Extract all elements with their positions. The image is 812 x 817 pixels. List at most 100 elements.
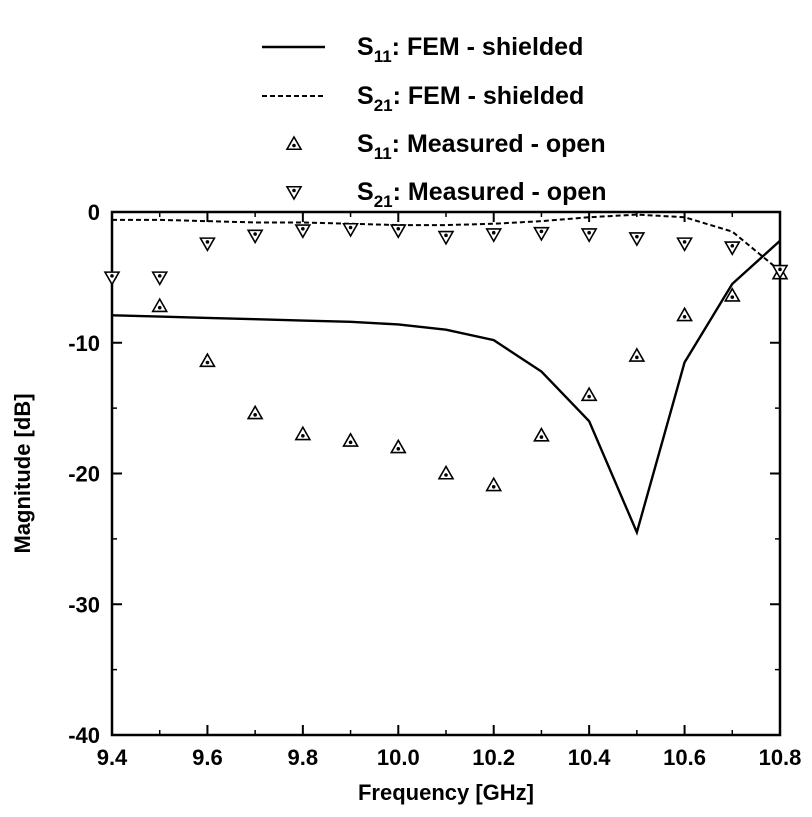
legend-label-subscript: 21	[374, 192, 393, 211]
s21-measured-point-center	[348, 225, 353, 230]
s21-measured-point	[199, 237, 216, 252]
s21-measured-point	[342, 222, 359, 238]
s11-measured-point	[676, 306, 693, 322]
legend-triangle-down-icon-center	[292, 188, 296, 193]
x-tick-label: 9.6	[192, 745, 223, 770]
s21-measured-point	[533, 226, 550, 242]
s11-measured-point-center	[348, 440, 353, 445]
s21-measured-point	[246, 229, 264, 245]
s11-measured-point-center	[587, 394, 591, 399]
legend-item-3: S11: Measured - open	[285, 130, 606, 163]
x-tick-label: 10.4	[568, 745, 612, 770]
s21-measured-point	[437, 230, 455, 246]
s11-measured-point-center	[205, 360, 210, 365]
y-tick-label: 0	[88, 200, 100, 225]
legend-item-1: S11: FEM - shielded	[262, 33, 583, 66]
legend-label-main: S	[357, 130, 374, 158]
s21-measured-point-center	[301, 227, 305, 231]
s21-measured-point-center	[635, 234, 639, 239]
s21-measured-point-center	[682, 240, 687, 244]
s11-measured-point-center	[491, 484, 496, 489]
y-tick-labels: 0 -10 -20 -30 -40	[68, 200, 100, 748]
s21-measured-point	[485, 228, 503, 243]
s21-measured-point-center	[157, 274, 162, 278]
s11-measured-point	[342, 432, 359, 447]
s11-measured-point	[246, 404, 264, 420]
s21-measured-point	[628, 232, 646, 247]
s11-measured-point-center	[396, 447, 401, 451]
s21-measured-point-center	[205, 240, 210, 244]
s11-measured-point	[628, 347, 646, 362]
s11-measured-point-center	[682, 314, 687, 319]
s11-measured-point	[533, 426, 550, 442]
series-4	[103, 222, 789, 286]
y-tick-label: -20	[68, 462, 100, 487]
s21-measured-point-center	[587, 230, 591, 235]
s21-measured-point	[771, 264, 789, 280]
y-axis-label: Magnitude [dB]	[10, 393, 35, 553]
s11-measured-point-center	[444, 473, 448, 477]
legend-triangle-down-icon	[285, 185, 303, 201]
s11-measured-point	[580, 386, 598, 402]
legend-item-4: S21: Measured - open	[285, 178, 607, 211]
s21-measured-point	[676, 237, 693, 252]
x-tick-label: 10.0	[377, 745, 420, 770]
x-tick-labels: 9.4 9.6 9.8 10.0 10.2 10.4 10.6 10.8	[97, 745, 802, 770]
axis-ticks	[111, 211, 781, 736]
s11-fem-line	[112, 239, 780, 536]
legend-triangle-up-icon-center	[292, 143, 296, 148]
s11-measured-point-center	[635, 355, 639, 360]
legend-label-text: : FEM - shielded	[393, 82, 585, 110]
s21-measured-point-center	[539, 229, 544, 234]
y-tick-label: -30	[68, 592, 100, 617]
s21-measured-point	[294, 224, 312, 239]
s21-measured-point	[580, 228, 598, 243]
plot-area	[103, 210, 789, 737]
legend-label-subscript: 11	[374, 47, 392, 66]
x-tick-label: 9.8	[288, 745, 319, 770]
s11-measured-point	[151, 297, 169, 313]
legend-label-text: : FEM - shielded	[392, 33, 584, 61]
y-tick-label: -40	[68, 723, 100, 748]
s21-measured-point-center	[778, 267, 782, 272]
legend-label: S21: Measured - open	[357, 178, 607, 211]
x-tick-label: 10.6	[663, 745, 706, 770]
series-1	[112, 239, 780, 536]
legend-label: S11: Measured - open	[357, 130, 606, 163]
series-layer	[103, 213, 789, 536]
legend-label-subscript: 21	[374, 96, 393, 115]
s21-measured-point	[723, 241, 741, 256]
s11-measured-point	[437, 464, 455, 480]
x-tick-label: 9.4	[97, 745, 128, 770]
s11-measured-point	[389, 438, 407, 454]
x-tick-label: 10.2	[472, 745, 515, 770]
s11-measured-point-center	[730, 295, 735, 299]
s11-measured-point-center	[301, 433, 305, 438]
legend-label-subscript: 11	[374, 144, 392, 163]
s11-measured-point	[199, 352, 216, 368]
s21-measured-point-center	[110, 274, 114, 278]
x-axis-label: Frequency [GHz]	[358, 780, 534, 805]
legend-label-main: S	[357, 178, 374, 206]
s21-measured-point-center	[491, 230, 496, 235]
s21-measured-point	[103, 271, 121, 286]
s21-measured-point	[389, 224, 407, 239]
legend-label: S11: FEM - shielded	[357, 33, 583, 66]
s21-measured-point-center	[444, 233, 448, 238]
s21-measured-point-center	[253, 232, 257, 236]
legend-item-2: S21: FEM - shielded	[262, 82, 584, 115]
s11-measured-point-center	[253, 413, 257, 417]
legend-label-main: S	[357, 82, 374, 110]
s21-measured-point-center	[730, 244, 735, 248]
s11-measured-point	[485, 476, 503, 492]
s21-measured-point-center	[396, 227, 401, 231]
legend-label-text: : Measured - open	[393, 178, 607, 206]
s11-measured-point-center	[539, 435, 544, 439]
s11-measured-point-center	[157, 305, 162, 310]
legend-label-main: S	[357, 33, 374, 61]
s11-measured-point	[723, 287, 741, 302]
s11-measured-point	[294, 425, 312, 441]
legend-label-text: : Measured - open	[392, 130, 606, 158]
y-tick-label: -10	[68, 331, 100, 356]
